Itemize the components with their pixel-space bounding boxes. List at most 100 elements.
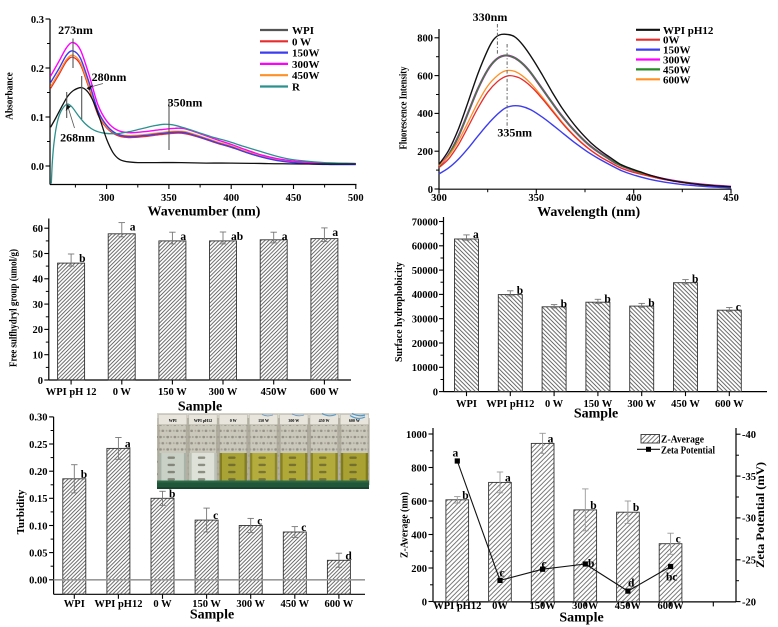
svg-text:20: 20: [33, 325, 44, 336]
svg-text:10000: 10000: [412, 363, 438, 374]
svg-text:Sample: Sample: [559, 611, 603, 626]
svg-text:400: 400: [417, 109, 433, 120]
svg-text:Free sulfhydryl group (umol/g): Free sulfhydryl group (umol/g): [8, 249, 20, 367]
svg-text:c: c: [257, 516, 262, 528]
svg-text:150W: 150W: [663, 45, 691, 57]
svg-text:a: a: [548, 433, 554, 445]
svg-text:600 W: 600 W: [715, 399, 744, 410]
svg-text:600 W: 600 W: [349, 418, 360, 423]
svg-text:WPI pH 12: WPI pH 12: [46, 387, 97, 398]
svg-text:b: b: [81, 469, 87, 481]
svg-text:0.2: 0.2: [31, 64, 44, 75]
svg-text:50: 50: [33, 249, 44, 260]
svg-text:1000: 1000: [406, 430, 427, 441]
svg-text:0.25: 0.25: [29, 440, 47, 451]
svg-text:40: 40: [33, 275, 44, 286]
svg-text:0W: 0W: [492, 601, 508, 612]
svg-text:Wavenumber (nm): Wavenumber (nm): [148, 205, 261, 220]
svg-text:60: 60: [33, 224, 44, 235]
svg-text:c: c: [213, 510, 218, 522]
svg-text:-25: -25: [742, 556, 756, 567]
svg-text:330nm: 330nm: [473, 10, 508, 24]
svg-text:600: 600: [411, 497, 427, 508]
svg-text:b: b: [590, 500, 596, 512]
svg-text:450: 450: [286, 193, 302, 204]
svg-text:0.15: 0.15: [29, 494, 47, 505]
svg-text:Zeta Potential: Zeta Potential: [661, 444, 715, 456]
svg-text:WPI: WPI: [64, 599, 85, 610]
svg-text:a: a: [453, 448, 459, 460]
svg-text:600 W: 600 W: [325, 599, 354, 610]
svg-text:c: c: [301, 522, 306, 534]
svg-text:400: 400: [223, 193, 239, 204]
svg-text:20000: 20000: [412, 339, 438, 350]
svg-text:c: c: [676, 534, 681, 546]
svg-text:450 W: 450 W: [319, 418, 330, 423]
svg-text:WPI pH12: WPI pH12: [663, 25, 714, 37]
svg-text:Sample: Sample: [574, 407, 618, 422]
svg-text:b: b: [588, 558, 594, 570]
svg-text:Sample: Sample: [178, 400, 222, 415]
svg-text:Wavelength (nm): Wavelength (nm): [537, 205, 640, 220]
svg-text:350: 350: [161, 193, 177, 204]
svg-text:b: b: [604, 293, 610, 305]
svg-text:70000: 70000: [412, 217, 438, 228]
svg-text:600: 600: [417, 71, 433, 82]
svg-text:0 W: 0 W: [113, 387, 132, 398]
svg-text:Z-Average: Z-Average: [661, 434, 704, 446]
svg-text:Z-Average (nm): Z-Average (nm): [399, 492, 411, 558]
svg-text:60000: 60000: [412, 242, 438, 253]
svg-text:WPI: WPI: [456, 399, 477, 410]
svg-text:150W: 150W: [529, 601, 556, 612]
svg-text:d: d: [628, 578, 635, 590]
svg-text:WPI pH12: WPI pH12: [194, 418, 212, 423]
svg-text:450W: 450W: [663, 64, 691, 76]
svg-text:0.3: 0.3: [31, 15, 44, 26]
svg-text:50000: 50000: [412, 266, 438, 277]
svg-text:400: 400: [411, 530, 427, 541]
svg-text:WPI pH12: WPI pH12: [433, 601, 481, 612]
svg-text:800: 800: [411, 463, 427, 474]
svg-text:300 W: 300 W: [236, 599, 265, 610]
svg-text:0.30: 0.30: [29, 413, 47, 424]
svg-text:b: b: [648, 297, 654, 309]
svg-text:300W: 300W: [572, 601, 599, 612]
svg-text:-40: -40: [742, 430, 756, 441]
svg-text:300W: 300W: [292, 59, 320, 71]
svg-text:ab: ab: [231, 231, 243, 243]
svg-text:273nm: 273nm: [58, 23, 93, 37]
svg-text:WPI pH12: WPI pH12: [94, 599, 142, 610]
svg-text:500: 500: [348, 193, 364, 204]
svg-text:b: b: [79, 253, 85, 265]
svg-text:280nm: 280nm: [92, 70, 127, 84]
svg-text:300: 300: [431, 193, 447, 204]
svg-text:0.00: 0.00: [29, 576, 47, 587]
svg-text:Turbidity: Turbidity: [15, 489, 27, 534]
svg-text:0 W: 0 W: [153, 599, 172, 610]
svg-text:Surface hydrophobicity: Surface hydrophobicity: [393, 262, 405, 362]
svg-text:300 W: 300 W: [627, 399, 656, 410]
svg-text:400: 400: [626, 193, 642, 204]
svg-text:0.0: 0.0: [31, 162, 44, 173]
svg-text:c: c: [736, 302, 741, 314]
svg-text:Sample: Sample: [190, 608, 234, 623]
svg-text:0.10: 0.10: [29, 521, 47, 532]
svg-text:a: a: [473, 229, 479, 241]
svg-text:150 W: 150 W: [192, 599, 221, 610]
svg-text:300W: 300W: [663, 55, 691, 67]
svg-text:200: 200: [417, 147, 433, 158]
svg-text:40000: 40000: [412, 290, 438, 301]
svg-text:c: c: [542, 558, 547, 570]
svg-text:0 W: 0 W: [545, 399, 564, 410]
svg-text:a: a: [282, 231, 288, 243]
svg-text:800: 800: [417, 34, 433, 45]
svg-text:350: 350: [528, 193, 544, 204]
svg-text:Zeta Potential (mV): Zeta Potential (mV): [755, 462, 767, 568]
svg-text:bc: bc: [666, 572, 678, 584]
svg-text:WPI: WPI: [169, 418, 177, 423]
svg-text:b: b: [692, 274, 698, 286]
svg-text:300 W: 300 W: [288, 418, 299, 423]
svg-text:30000: 30000: [412, 315, 438, 326]
svg-text:150 W: 150 W: [584, 399, 613, 410]
svg-text:30: 30: [33, 300, 44, 311]
